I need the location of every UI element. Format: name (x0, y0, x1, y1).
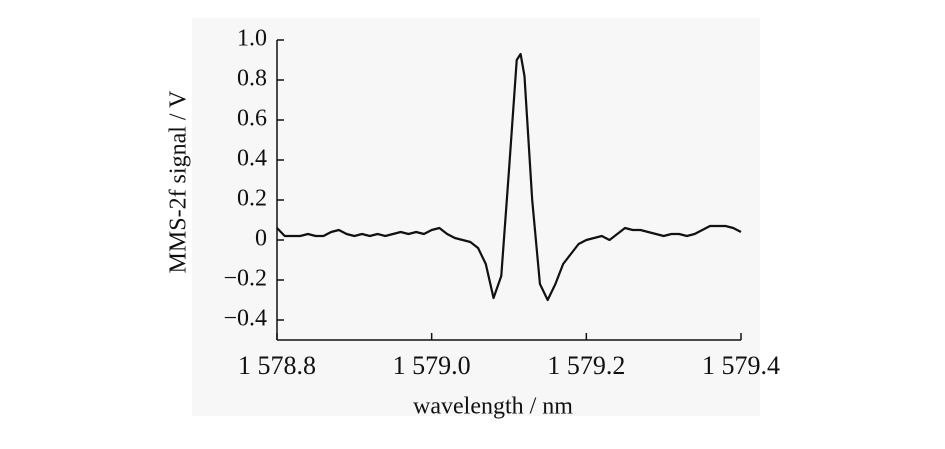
y-tick-label: 1.0 (237, 26, 267, 52)
y-tick-label: 0.2 (237, 186, 267, 212)
x-tick-label: 1 579.2 (547, 351, 625, 380)
y-tick-label: 0 (255, 226, 267, 252)
x-axis-label: wavelength / nm (413, 394, 573, 420)
x-tick-label: 1 578.8 (238, 351, 316, 380)
x-tick-label: 1 579.0 (393, 351, 471, 380)
y-tick-label: 0.6 (237, 106, 267, 132)
y-axis-label: MMS-2f signal / V (166, 90, 192, 274)
y-tick-label: 0.8 (237, 66, 267, 92)
figure-background (192, 18, 760, 416)
y-tick-label: −0.4 (223, 306, 267, 332)
y-tick-label: −0.2 (223, 266, 267, 292)
x-tick-label: 1 579.4 (702, 351, 780, 380)
data-line (276, 52, 742, 302)
y-tick-label: 0.4 (237, 146, 267, 172)
